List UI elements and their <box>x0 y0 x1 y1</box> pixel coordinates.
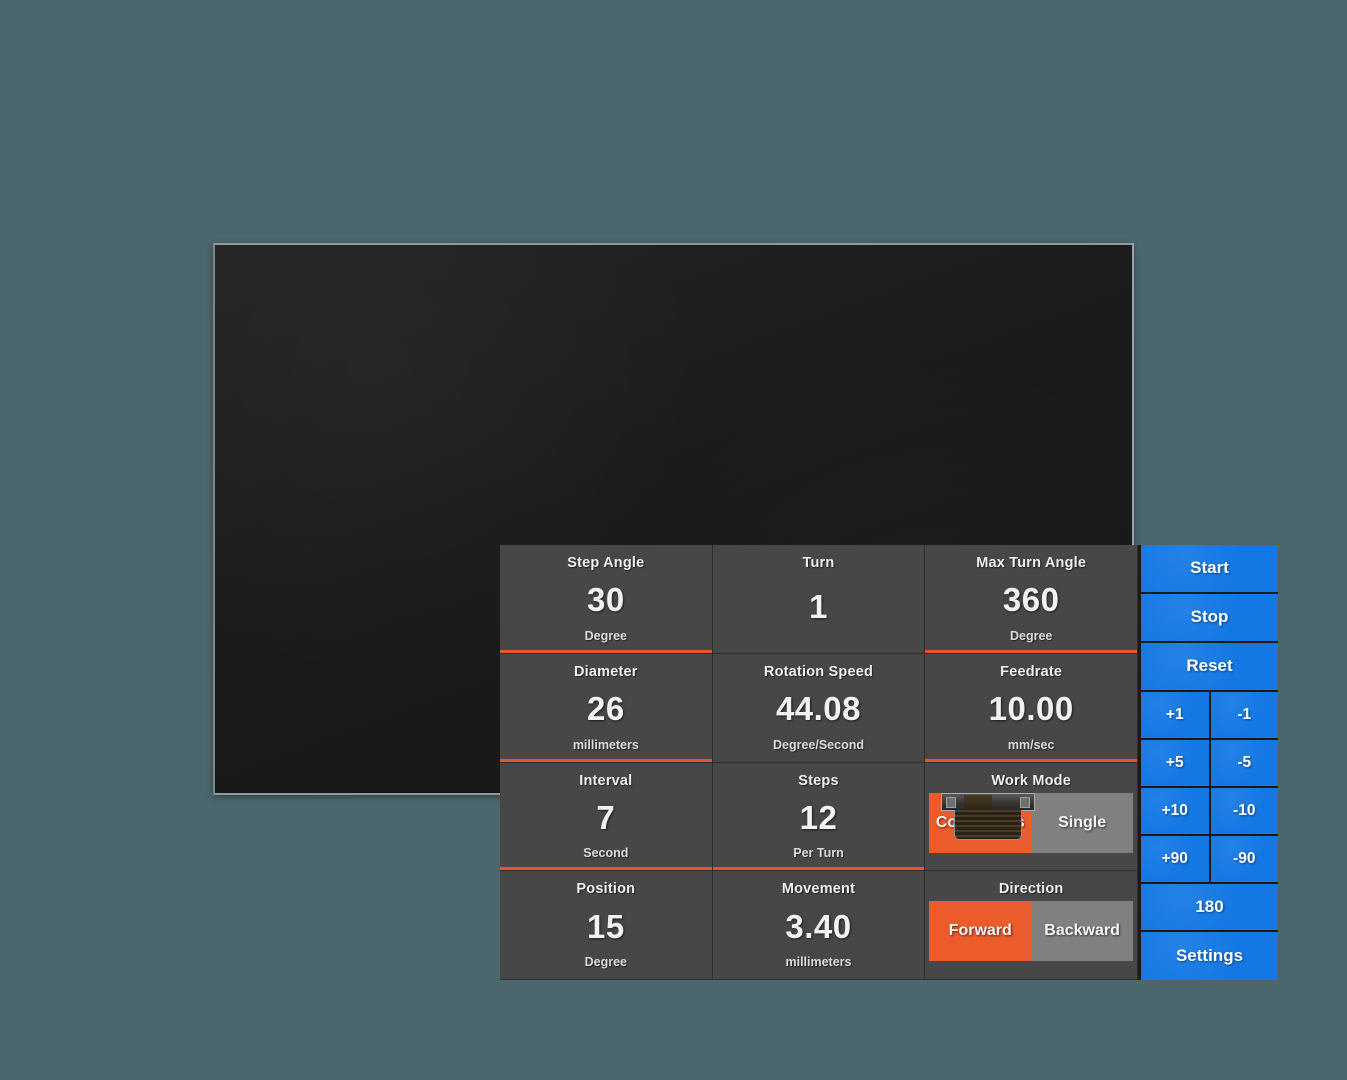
cell-value-diameter: 26 <box>586 690 625 728</box>
cell-label-diameter: Diameter <box>573 663 638 680</box>
cell-rotation-speed[interactable]: Rotation Speed 44.08 Degree/Second <box>712 653 926 763</box>
cell-interval[interactable]: Interval 7 Second <box>500 762 713 872</box>
stop-button[interactable]: Stop <box>1141 593 1278 643</box>
cell-movement[interactable]: Movement 3.40 millimeters <box>712 871 926 980</box>
device-chassis: Step Angle 30 Degree Turn 1 Max Turn Ang… <box>213 243 1278 980</box>
lcd-screen: Step Angle 30 Degree Turn 1 Max Turn Ang… <box>500 545 1278 980</box>
cell-unit-rotation-speed: Degree/Second <box>772 737 864 752</box>
connector-flange <box>941 793 1035 811</box>
cell-value-rotation-speed: 44.08 <box>775 690 862 728</box>
jog-minus-10-button[interactable]: -10 <box>1210 787 1278 834</box>
cell-unit-interval: Second <box>583 846 629 861</box>
direction-toggle-group: Forward Backward <box>929 901 1134 962</box>
jog-minus-90-button[interactable]: -90 <box>1210 836 1278 883</box>
cell-value-step-angle: 30 <box>586 581 625 619</box>
reset-button[interactable]: Reset <box>1141 642 1278 692</box>
cell-position[interactable]: Position 15 Degree <box>500 871 713 980</box>
panel-mount-connector <box>941 793 1035 841</box>
connector-threaded-body <box>954 810 1022 840</box>
cell-unit-step-angle: Degree <box>584 628 628 643</box>
cell-label-interval: Interval <box>579 772 633 789</box>
cell-label-direction: Direction <box>998 881 1064 898</box>
jog-row-1: +1 -1 <box>1141 691 1278 740</box>
cell-max-turn-angle[interactable]: Max Turn Angle 360 Degree <box>925 545 1138 654</box>
jog-plus-5-button[interactable]: +5 <box>1141 739 1211 786</box>
connector-screw-right-icon <box>1020 797 1030 808</box>
cell-label-turn: Turn <box>802 555 835 571</box>
cell-feedrate[interactable]: Feedrate 10.00 mm/sec <box>925 653 1138 763</box>
cell-label-max-turn-angle: Max Turn Angle <box>976 555 1087 571</box>
connector-screw-left-icon <box>946 797 956 808</box>
direction-option-backward[interactable]: Backward <box>1031 901 1134 962</box>
cell-value-steps: 12 <box>799 798 838 836</box>
direction-option-forward[interactable]: Forward <box>929 901 1032 962</box>
start-button[interactable]: Start <box>1141 545 1278 594</box>
jog-plus-90-button[interactable]: +90 <box>1141 836 1211 883</box>
jog-row-5: +5 -5 <box>1141 739 1278 788</box>
jog-minus-5-button[interactable]: -5 <box>1210 739 1278 786</box>
cell-unit-movement: millimeters <box>785 955 852 969</box>
cell-value-max-turn-angle: 360 <box>1002 581 1060 619</box>
cell-value-movement: 3.40 <box>785 907 852 945</box>
cell-step-angle[interactable]: Step Angle 30 Degree <box>500 545 713 654</box>
cell-label-position: Position <box>576 881 636 898</box>
cell-value-turn: 1 <box>809 588 828 626</box>
cell-label-feedrate: Feedrate <box>1000 663 1063 680</box>
cell-label-work-mode: Work Mode <box>991 772 1071 789</box>
cell-label-rotation-speed: Rotation Speed <box>763 663 874 680</box>
cell-unit-diameter: millimeters <box>572 737 639 752</box>
work-mode-option-single[interactable]: Single <box>1031 792 1134 853</box>
settings-button[interactable]: Settings <box>1141 932 1278 980</box>
jog-180-button[interactable]: 180 <box>1141 884 1278 933</box>
connector-keyway <box>964 795 992 810</box>
cell-value-position: 15 <box>586 907 625 945</box>
jog-minus-1-button[interactable]: -1 <box>1210 691 1278 738</box>
cell-value-interval: 7 <box>596 798 616 836</box>
jog-plus-10-button[interactable]: +10 <box>1141 787 1211 834</box>
cell-unit-position: Degree <box>584 955 628 969</box>
cell-turn[interactable]: Turn 1 <box>712 545 926 654</box>
cell-steps[interactable]: Steps 12 Per Turn <box>712 762 926 872</box>
cell-value-feedrate: 10.00 <box>988 690 1074 728</box>
cell-diameter[interactable]: Diameter 26 millimeters <box>500 653 713 763</box>
jog-plus-1-button[interactable]: +1 <box>1141 691 1211 738</box>
cell-label-movement: Movement <box>781 881 856 898</box>
cell-unit-feedrate: mm/sec <box>1007 737 1055 752</box>
jog-row-90: +90 -90 <box>1141 836 1278 885</box>
cell-label-steps: Steps <box>798 772 839 789</box>
readout-grid: Step Angle 30 Degree Turn 1 Max Turn Ang… <box>500 545 1138 980</box>
cell-unit-max-turn-angle: Degree <box>1009 628 1053 643</box>
cell-label-step-angle: Step Angle <box>567 555 645 571</box>
command-button-column: Start Stop Reset +1 -1 +5 -5 +10 -10 +90 <box>1138 545 1278 980</box>
jog-row-10: +10 -10 <box>1141 787 1278 836</box>
cell-unit-steps: Per Turn <box>793 846 844 861</box>
cell-direction: Direction Forward Backward <box>925 871 1138 980</box>
